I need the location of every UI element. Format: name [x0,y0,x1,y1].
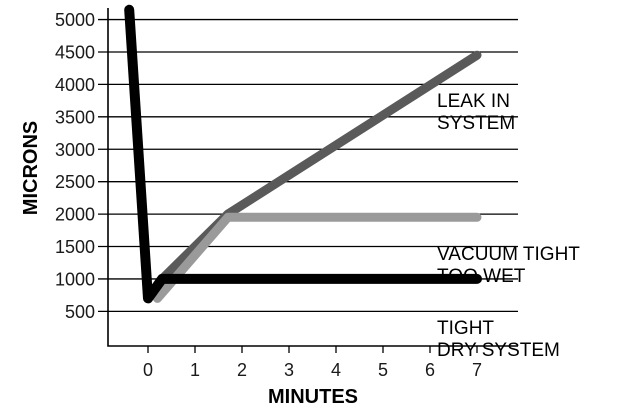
y-tick-label: 3500 [55,107,95,127]
x-tick-label: 3 [284,360,294,380]
annotations: LEAK IN SYSTEM VACUUM TIGHT TOO WET TIGHT DRY… [437,91,580,361]
x-tick-label: 6 [425,360,435,380]
x-axis-title: MINUTES [268,386,358,408]
series-line-dry [124,4,482,304]
x-tick-labels: 0 1 2 3 4 5 6 7 [143,360,482,380]
y-tick-label: 4000 [55,75,95,95]
x-tick-label: 4 [331,360,341,380]
annotation-leak: LEAK IN SYSTEM [437,91,515,134]
annotation-wet: VACUUM TIGHT TOO WET [437,244,580,287]
axes [107,8,518,353]
y-tick-label: 4500 [55,42,95,62]
y-tick-label: 5000 [55,10,95,30]
y-tick-label: 2000 [55,205,95,225]
y-tick-label: 3000 [55,140,95,160]
x-tick-label: 1 [190,360,200,380]
y-axis-title: MICRONS [20,121,42,215]
axis-frame [107,8,518,347]
y-tick-labels: 500 1000 1500 2000 2500 3000 3500 4000 4500 5000 [55,10,95,322]
y-tick-label: 1500 [55,237,95,257]
y-tick-label: 2500 [55,172,95,192]
y-tick-label: 1000 [55,269,95,289]
x-tick-label: 5 [378,360,388,380]
x-tick-label: 7 [472,360,482,380]
x-tick-label: 0 [143,360,153,380]
series-lines [124,4,482,304]
annotation-dry: TIGHT DRY SYSTEM [437,318,560,361]
x-tick-label: 2 [237,360,247,380]
y-tick-label: 500 [65,302,95,322]
series-line-wet [152,212,482,303]
